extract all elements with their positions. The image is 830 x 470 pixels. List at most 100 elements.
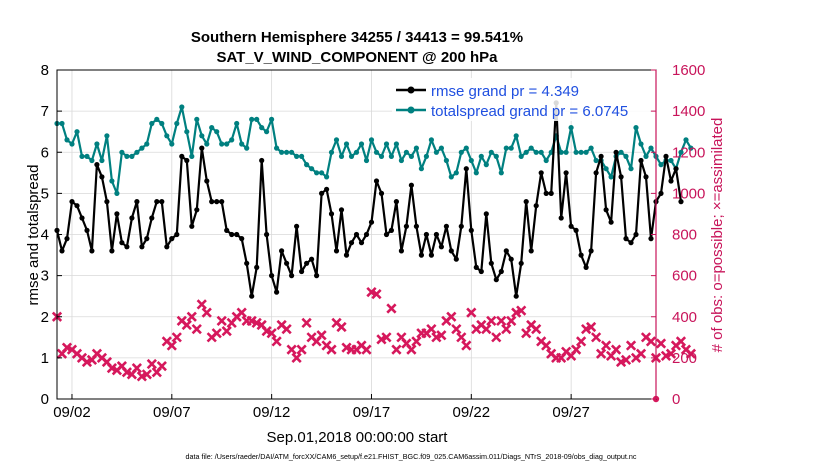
rmse-point [164,244,170,250]
rmse-point [413,223,419,229]
obs-count-marker-stroke [595,348,607,359]
rmse-point [493,277,499,283]
rmse-point [548,190,554,196]
rmse-point [79,215,85,221]
obs-count-marker [391,344,402,355]
x-tick-label: 09/07 [153,404,191,421]
rmse-point [508,256,514,262]
totalspread-point [139,145,145,151]
totalspread-point [154,116,160,122]
rmse-point [438,244,444,250]
rmse-point [279,248,285,254]
obs-count-marker-stroke [166,340,177,351]
obs-count-marker [141,369,152,380]
totalspread-point [229,137,235,143]
obs-count-marker-stroke [461,340,472,351]
rmse-point [99,174,105,180]
obs-count-marker-stroke [256,319,267,331]
totalspread-point [603,166,609,172]
rmse-point [638,157,644,164]
totalspread-point [398,157,404,164]
rmse-point [69,199,75,205]
totalspread-point [84,153,90,159]
rmse-point [398,248,404,254]
totalspread-point [348,153,355,159]
obs-count-marker [201,307,212,318]
obs-count-marker-stroke [221,326,232,337]
rmse-point [643,174,649,180]
obs-count-marker-stroke [491,332,502,343]
rmse-point [428,252,434,258]
y-axis-label-right: # of obs: o=possible; ×=assimilated [709,118,726,353]
totalspread-point [333,137,340,143]
y-tick-label-left: 5 [41,185,49,202]
obs-count-marker-stroke [635,348,647,359]
rmse-point [259,157,265,164]
rmse-point [448,248,454,254]
totalspread-point [508,145,514,151]
obs-count-marker-stroke [236,307,247,318]
obs-count-marker-stroke [625,340,637,351]
rmse-point [393,199,399,205]
rmse-point [663,153,669,159]
obs-count-marker-stroke [261,326,272,337]
rmse-point [543,190,549,196]
obs-count-marker-stroke [266,328,277,339]
obs-count-marker-stroke [211,328,222,339]
totalspread-point [538,149,544,155]
rmse-point [189,223,195,229]
obs-count-marker-stroke [456,332,467,343]
rmse-point [169,236,175,242]
y-tick-label-left: 6 [41,144,49,161]
y-tick-label-left: 2 [41,309,49,326]
obs-count-marker [466,307,477,318]
x-tick-label: 09/27 [552,404,590,421]
obs-count-marker [146,358,157,370]
totalspread-point [363,157,370,164]
rmse-point [324,186,330,192]
totalspread-point [299,153,305,159]
obs-count-marker [236,307,247,318]
rmse-point [453,256,459,262]
obs-count-marker-stroke [411,336,422,347]
y-tick-label-right: 800 [672,227,697,244]
totalspread-point [64,137,70,143]
obs-count-marker-stroke [91,348,103,359]
obs-count-marker-stroke [620,354,632,366]
obs-count-marker [211,328,222,339]
obs-count-marker-stroke [61,342,73,353]
rmse-point [294,223,300,229]
totalspread-point [219,141,225,147]
obs-count-marker [191,323,202,335]
obs-count-marker [406,344,417,355]
obs-count-marker-stroke [71,348,83,359]
rmse-point [204,178,210,184]
rmse-point [274,289,280,295]
obs-count-marker [491,332,502,343]
totalspread-point [668,157,674,164]
obs-count-marker-stroke [546,348,557,359]
totalspread-point [59,120,65,127]
obs-count-marker-stroke [426,323,437,335]
totalspread-point [239,141,245,147]
obs-count-marker-stroke [396,332,407,343]
rmse-point [144,236,150,242]
obs-count-marker-stroke [531,323,542,335]
totalspread-point [563,149,569,155]
rmse-point [468,227,474,233]
obs-count-marker-stroke [561,346,572,357]
obs-count-marker-stroke [301,317,312,329]
rmse-point [573,227,579,233]
totalspread-point [279,149,285,155]
totalspread-point [184,129,190,135]
obs-count-marker [386,303,397,314]
totalspread-point [159,120,165,127]
obs-count-marker-stroke [146,358,157,370]
totalspread-point [204,141,210,147]
rmse-point [333,248,340,254]
obs-count-marker-stroke [336,321,347,333]
obs-count-marker [456,332,467,343]
obs-count-marker [281,323,292,335]
obs-count-marker-stroke [516,305,527,316]
totalspread-point [518,153,524,159]
